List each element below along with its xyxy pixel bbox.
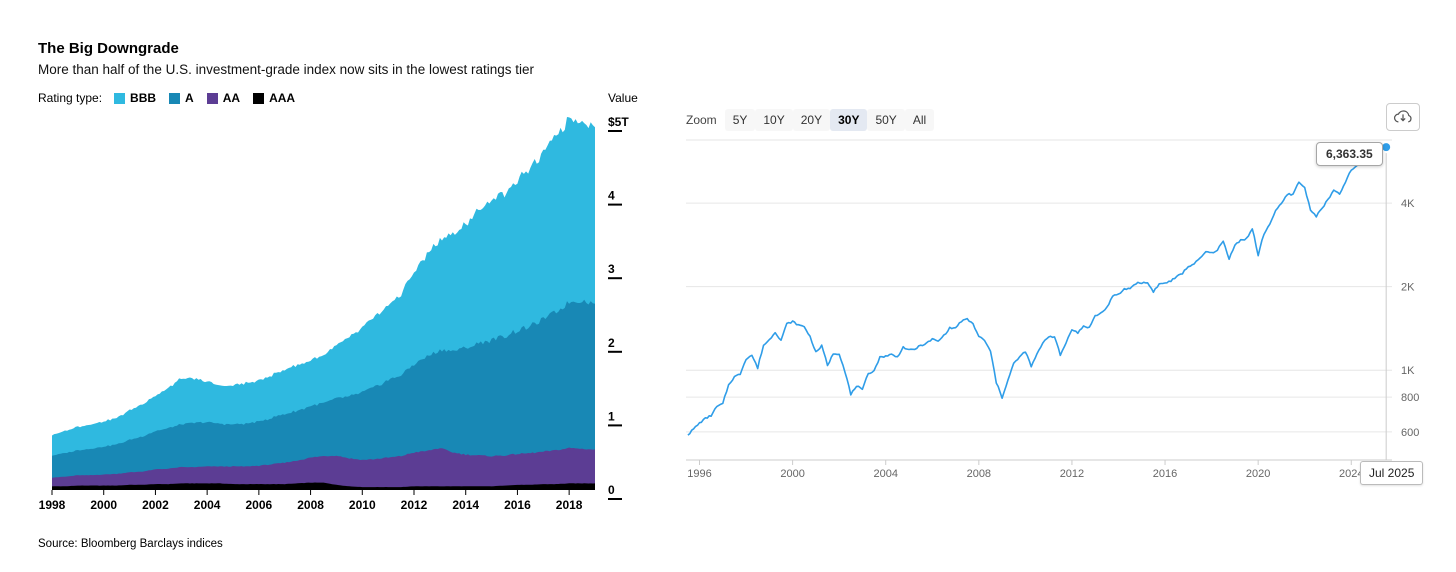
zoom-button-10y[interactable]: 10Y [755, 109, 793, 131]
svg-text:2014: 2014 [452, 498, 479, 512]
svg-text:2012: 2012 [1060, 468, 1084, 480]
svg-text:1996: 1996 [687, 468, 711, 480]
legend-item-aaa: AAA [253, 91, 295, 105]
svg-text:2012: 2012 [401, 498, 428, 512]
legend-item-a: A [169, 91, 194, 105]
svg-text:2: 2 [608, 336, 615, 350]
svg-text:2008: 2008 [967, 468, 991, 480]
legend-swatch-bbb [114, 92, 126, 104]
svg-text:2000: 2000 [90, 498, 117, 512]
svg-text:2016: 2016 [504, 498, 531, 512]
zoom-button-20y[interactable]: 20Y [792, 109, 831, 131]
svg-text:2008: 2008 [297, 498, 324, 512]
svg-text:600: 600 [1401, 427, 1419, 439]
svg-text:2000: 2000 [780, 468, 804, 480]
svg-text:Value: Value [608, 91, 638, 105]
source-note: Source: Bloomberg Barclays indices [38, 538, 223, 550]
zoom-button-all[interactable]: All [904, 109, 935, 131]
svg-text:4: 4 [608, 189, 615, 203]
svg-text:1998: 1998 [39, 498, 66, 512]
export-button[interactable] [1386, 103, 1420, 131]
svg-text:2004: 2004 [194, 498, 221, 512]
legend-label: Rating type: [38, 91, 103, 105]
legend-item-bbb: BBB [114, 91, 156, 105]
svg-text:2024: 2024 [1339, 468, 1363, 480]
svg-text:2006: 2006 [246, 498, 273, 512]
legend-swatch-a [169, 92, 181, 104]
zoom-label: Zoom [686, 113, 717, 127]
legend-item-aa: AA [206, 91, 241, 105]
last-date-tooltip: Jul 2025 [1360, 461, 1424, 485]
zoom-buttons: 5Y 10Y 20Y 30Y 50Y All [724, 109, 935, 131]
svg-text:$5T: $5T [608, 115, 629, 129]
legend-item-label: BBB [130, 91, 157, 105]
last-value-tooltip: 6,363.35 [1316, 142, 1383, 166]
zoom-button-5y[interactable]: 5Y [724, 109, 756, 131]
svg-text:2020: 2020 [1246, 468, 1270, 480]
svg-text:4K: 4K [1401, 198, 1415, 210]
download-cloud-icon [1393, 108, 1413, 127]
stacked-area-chart: Value $5T 4 3 2 1 0 1998 2000 2002 2004 2006 2008 201… [39, 91, 638, 512]
svg-text:2018: 2018 [556, 498, 583, 512]
svg-text:1K: 1K [1401, 365, 1415, 377]
legend-item-label: AA [222, 91, 241, 105]
legend-item-label: AAA [269, 91, 296, 105]
line-chart[interactable]: 4K 2K 1K 800 600 1996 2000 2004 2008 2012 2016 2020… [680, 136, 1450, 492]
svg-text:2K: 2K [1401, 282, 1415, 294]
legend-items: BBB A AA AAA [114, 91, 295, 105]
legend: Rating type: BBB A AA AAA [38, 91, 295, 105]
svg-text:2002: 2002 [142, 498, 169, 512]
legend-swatch-aaa [253, 92, 265, 104]
svg-text:1: 1 [608, 409, 615, 423]
chart-title: The Big Downgrade [38, 40, 179, 57]
zoom-button-30y[interactable]: 30Y [830, 109, 868, 131]
legend-item-label: A [185, 91, 194, 105]
svg-text:2004: 2004 [873, 468, 897, 480]
svg-text:0: 0 [608, 483, 615, 497]
zoom-button-50y[interactable]: 50Y [867, 109, 905, 131]
chart-subtitle: More than half of the U.S. investment-gr… [38, 62, 534, 77]
zoom-controls: Zoom 5Y 10Y 20Y 30Y 50Y All [686, 109, 935, 131]
svg-text:2010: 2010 [349, 498, 376, 512]
svg-text:2016: 2016 [1153, 468, 1177, 480]
svg-text:800: 800 [1401, 392, 1419, 404]
svg-text:3: 3 [608, 262, 615, 276]
legend-swatch-aa [206, 92, 218, 104]
